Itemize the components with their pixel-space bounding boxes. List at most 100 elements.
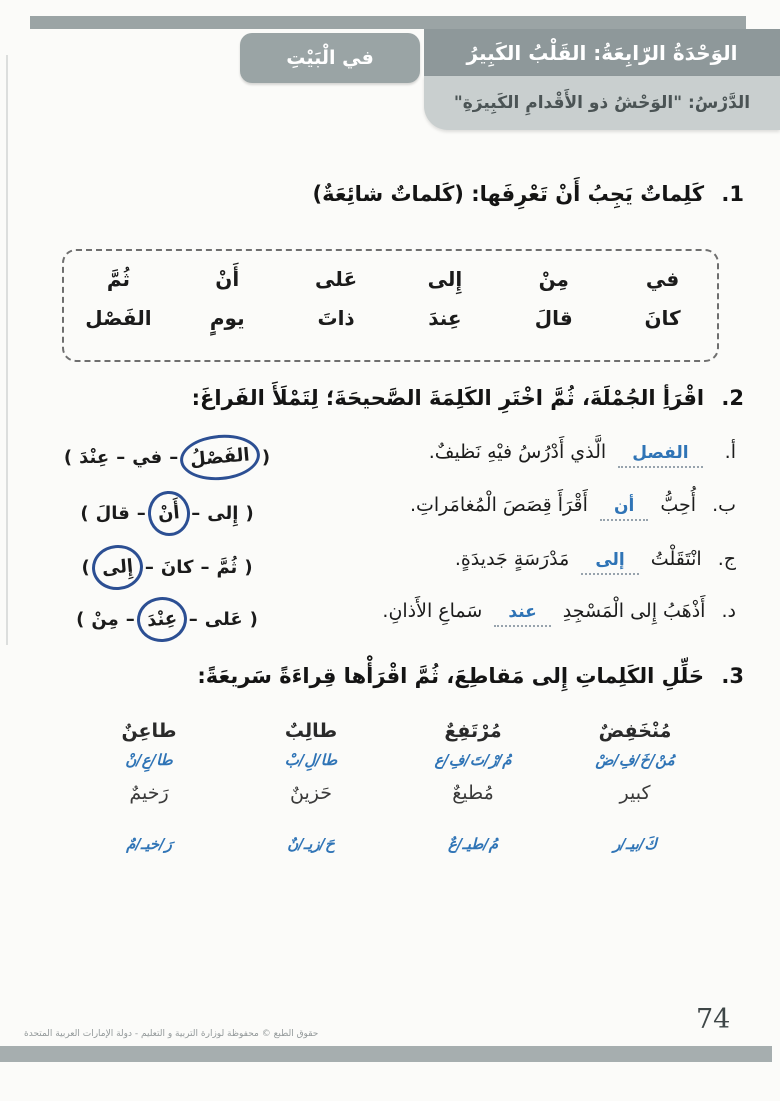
- paren-close: ): [76, 608, 85, 630]
- paren-close: ): [80, 502, 89, 524]
- choices-row-b: ( إِلى – أَنْ – قالَ ): [28, 484, 306, 542]
- common-words-box: في مِنْ إِلى عَلى أَنْ ثُمَّ كانَ قالَ ع…: [62, 249, 719, 362]
- choice-dash: –: [188, 608, 198, 630]
- word: طاعِنٌ: [121, 720, 177, 742]
- sentence-post: أَقْرَأَ قِصَصَ الْمُغامَراتِ.: [409, 494, 588, 516]
- item-letter: ج.: [717, 548, 736, 570]
- syllable-breakdown: رَ/خيـ/مٌ: [126, 835, 172, 853]
- syllable-column-3: طالِبٌ طا/لِ/بْ حَزينٌ حَ/زيـ/نٌ: [230, 720, 392, 853]
- sentence-pre: أُحِبُّ: [660, 494, 697, 516]
- sentence-pre: انْتَقَلْتُ: [650, 548, 702, 570]
- choice: قالَ: [95, 502, 130, 524]
- syllable-breakdown: كَ/بيـ/ر: [613, 835, 657, 853]
- paren-open: (: [249, 608, 258, 630]
- word: مُطيعٌ: [452, 782, 494, 804]
- choice: ثُمَّ: [216, 556, 238, 578]
- item-letter: ب.: [712, 494, 736, 516]
- sentence-post: مَدْرَسَةٍ جَديدَةٍ.: [454, 548, 570, 570]
- syllable-breakdown: مُ/طيـ/عٌ: [447, 835, 499, 853]
- word: مِنْ: [538, 267, 569, 291]
- choice-dash: –: [200, 556, 210, 578]
- word: مُرْتَفِعٌ: [444, 720, 502, 742]
- word-row-1: في مِنْ إِلى عَلى أَنْ ثُمَّ: [64, 267, 717, 291]
- copyright-notice: حقوق الطبع © محفوظة لوزارة التربية و الت…: [24, 1029, 319, 1039]
- choice-circled: إِلى: [89, 542, 145, 592]
- page-edge-line: [6, 55, 8, 645]
- syllable-column-2: مُرْتَفِعٌ مُ/رْ/تَ/فِ/ع مُطيعٌ مُ/طيـ/ع…: [392, 720, 554, 853]
- paren-open: (: [261, 446, 271, 468]
- sentence-pre: أَذْهَبُ إِلى الْمَسْجِدِ: [562, 600, 706, 622]
- paren-close: ): [81, 556, 90, 578]
- section2-heading: 2. اقْرَأِ الجُمْلَةَ، ثُمَّ اخْتَرِ الك…: [192, 386, 744, 410]
- word: أَنْ: [215, 267, 240, 291]
- lesson-title-bar: الدَّرْسُ: "الوَحْشُ ذو الأَقْدامِ الكَب…: [424, 76, 780, 130]
- choice: مِنْ: [91, 608, 119, 630]
- section3-heading: 3. حَلِّلِ الكَلِماتِ إِلى مَقاطِعَ، ثُم…: [197, 664, 744, 688]
- syllable-breakdown: حَ/زيـ/نٌ: [287, 835, 335, 853]
- filled-answer: أن: [599, 496, 649, 521]
- sentence-post: سَماعِ الأَذانِ.: [382, 600, 483, 622]
- sentence-item-c: ج. انْتَقَلْتُ إلى مَدْرَسَةٍ جَديدَةٍ.: [455, 548, 736, 575]
- syllable-breakdown: مُنْ/خَ/فِ/ضْ: [595, 751, 675, 769]
- sentence-item-d: د. أَذْهَبُ إِلى الْمَسْجِدِ عند سَماعِ …: [382, 600, 736, 627]
- word: الفَصْل: [85, 306, 152, 330]
- word: رَخيمٌ: [129, 782, 169, 804]
- word: إِلى: [427, 267, 463, 291]
- choice-dash: –: [125, 608, 135, 630]
- word: قالَ: [534, 306, 573, 330]
- word: ثُمَّ: [106, 267, 131, 291]
- word: مُنْخَفِضٌ: [598, 720, 672, 742]
- word: عَلى: [315, 267, 358, 291]
- top-border-strip: [30, 16, 746, 29]
- choices-row-c: ( ثُمَّ – كانَ – إِلى ): [28, 538, 306, 596]
- syllable-breakdown: مُ/رْ/تَ/فِ/ع: [434, 751, 512, 769]
- syllable-grid: مُنْخَفِضٌ مُنْ/خَ/فِ/ضْ كبير كَ/بيـ/ر م…: [68, 720, 716, 853]
- filled-answer: إلى: [581, 550, 639, 575]
- paren-open: (: [244, 556, 253, 578]
- filled-answer: عند: [494, 602, 551, 627]
- choice-dash: –: [136, 502, 146, 524]
- choices-row-a: ( الفَصْلُ – في – عِنْدَ ): [28, 428, 306, 486]
- item-letter: د.: [721, 600, 736, 622]
- choice-dash: –: [116, 446, 126, 468]
- word: يومٍ: [209, 306, 245, 330]
- syllable-breakdown: طا/عِ/نْ: [125, 751, 173, 769]
- section2-number: 2.: [721, 386, 744, 410]
- page-number: 74: [696, 1004, 731, 1035]
- location-tab-home: في الْبَيْتِ: [240, 33, 420, 83]
- word-row-2: كانَ قالَ عِندَ ذاتَ يومٍ الفَصْل: [64, 306, 717, 330]
- location-tab-label: في الْبَيْتِ: [286, 47, 374, 69]
- choice: كانَ: [160, 556, 194, 578]
- choice-circled: عِنْدَ: [134, 594, 189, 644]
- word: في: [645, 267, 680, 291]
- paren-close: ): [63, 446, 73, 468]
- word: حَزينٌ: [290, 782, 332, 804]
- section1-number: 1.: [721, 182, 744, 206]
- syllable-column-4: طاعِنٌ طا/عِ/نْ رَخيمٌ رَ/خيـ/مٌ: [68, 720, 230, 853]
- choices-row-d: ( عَلى – عِنْدَ – مِنْ ): [28, 590, 306, 648]
- choice-circled: الفَصْلُ: [178, 431, 262, 483]
- section1-heading: 1. كَلِماتٌ يَجِبُ أَنْ تَعْرِفَها: (كَل…: [313, 182, 744, 206]
- sentence-item-b: ب. أُحِبُّ أن أَقْرَأَ قِصَصَ الْمُغامَر…: [410, 494, 736, 521]
- word: كانَ: [644, 306, 681, 330]
- sentence-post: الَّذي أَدْرُسُ فيْهِ نَظيفٌ.: [428, 441, 607, 463]
- item-letter: أ.: [724, 441, 736, 463]
- choice-circled: أَنْ: [145, 488, 192, 538]
- unit-title-bar: الوَحْدَةُ الرّابِعَةُ: القَلْبُ الكَبِي…: [424, 29, 780, 76]
- choice-dash: –: [144, 556, 154, 578]
- syllable-breakdown: طا/لِ/بْ: [284, 751, 338, 769]
- section3-number: 3.: [721, 664, 744, 688]
- unit-title: الوَحْدَةُ الرّابِعَةُ: القَلْبُ الكَبِي…: [466, 40, 738, 65]
- choice-dash: –: [191, 502, 201, 524]
- section3-title: حَلِّلِ الكَلِماتِ إِلى مَقاطِعَ، ثُمَّ …: [197, 664, 705, 688]
- paren-open: (: [245, 502, 254, 524]
- word: عِندَ: [428, 306, 462, 330]
- choice-dash: –: [169, 446, 179, 468]
- choice: عَلى: [204, 608, 243, 630]
- bottom-border-strip: [0, 1046, 772, 1062]
- section1-title: كَلِماتٌ يَجِبُ أَنْ تَعْرِفَها: (كَلمات…: [312, 182, 705, 206]
- word: كبير: [619, 782, 651, 804]
- lesson-title: الدَّرْسُ: "الوَحْشُ ذو الأَقْدامِ الكَب…: [453, 93, 751, 113]
- word: ذاتَ: [317, 306, 355, 330]
